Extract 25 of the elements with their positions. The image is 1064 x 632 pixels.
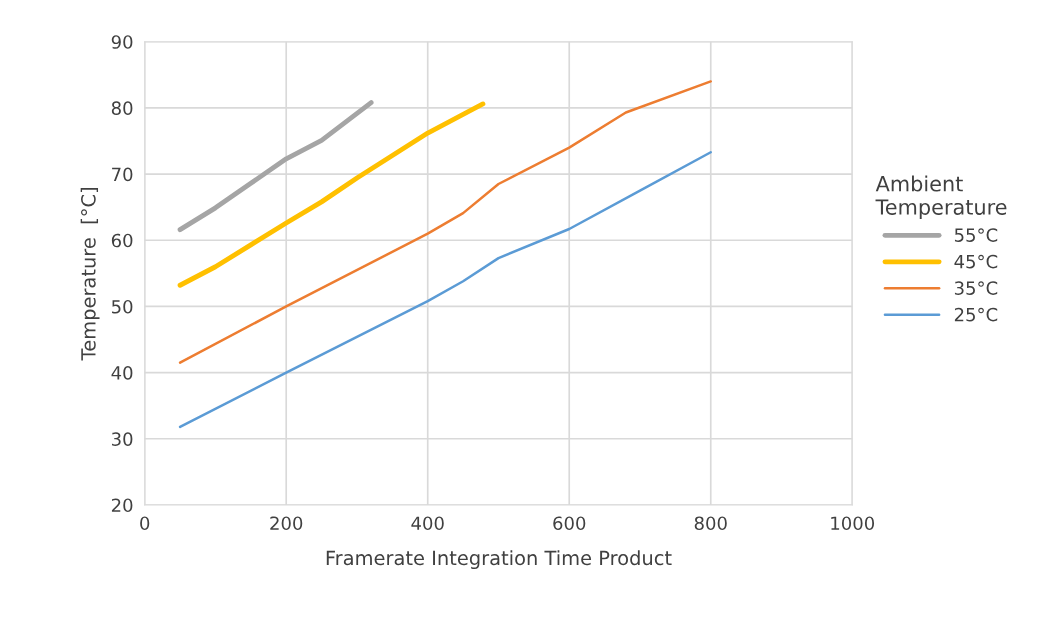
line-series	[178, 80, 712, 364]
legend-title: Ambient Temperature	[875, 175, 1007, 219]
y-tick-label: 30	[111, 432, 133, 446]
y-tick-label: 70	[112, 167, 133, 182]
legend-label: 55°C	[954, 228, 998, 242]
x-axis-title: Framerate Integration Time Product	[326, 550, 672, 570]
legend-label: 25°C	[954, 307, 998, 322]
y-tick-label: 80	[111, 101, 133, 116]
line-series	[177, 101, 486, 288]
y-tick-label: 50	[112, 299, 133, 314]
x-tick-label: 200	[270, 516, 303, 531]
x-tick-label: 400	[411, 516, 444, 531]
legend-label: 35°C	[954, 281, 998, 295]
y-tick-label: 60	[111, 233, 133, 248]
line-series	[177, 100, 374, 233]
x-tick-label: 600	[553, 516, 586, 531]
x-tick-label: 800	[694, 516, 727, 531]
y-tick-label: 20	[111, 498, 133, 513]
line-series	[178, 150, 712, 429]
x-tick-label: 1000	[831, 516, 875, 531]
y-tick-label: 40	[111, 366, 133, 380]
x-tick-label: 0	[140, 516, 150, 531]
y-axis-title: Temperature [°C]	[80, 188, 100, 361]
legend-label: 45°C	[954, 254, 998, 269]
y-tick-label: 90	[111, 35, 133, 49]
